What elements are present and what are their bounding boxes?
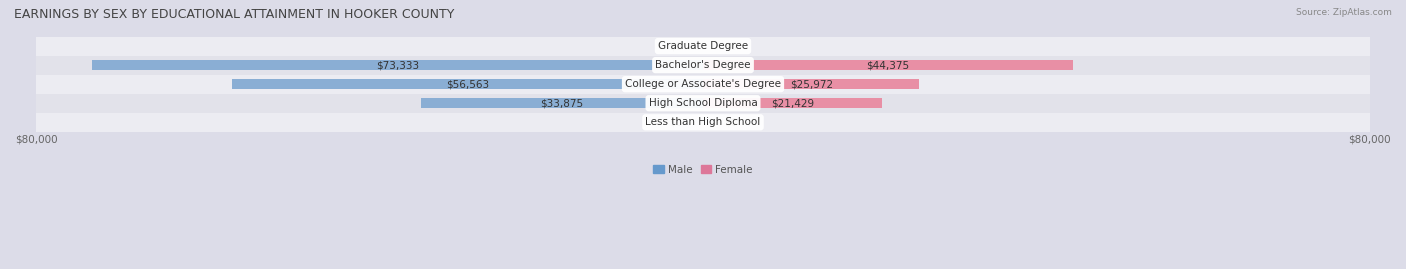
Bar [37, 56, 1369, 75]
Bar [91, 60, 703, 70]
Text: $21,429: $21,429 [770, 98, 814, 108]
Text: $56,563: $56,563 [446, 79, 489, 89]
Text: $0: $0 [724, 117, 737, 127]
Bar [703, 98, 882, 108]
Text: College or Associate's Degree: College or Associate's Degree [626, 79, 780, 89]
Text: Bachelor's Degree: Bachelor's Degree [655, 60, 751, 70]
Text: $0: $0 [724, 41, 737, 51]
Text: $44,375: $44,375 [866, 60, 910, 70]
Bar [37, 113, 1369, 132]
Bar [37, 75, 1369, 94]
Bar [420, 98, 703, 108]
Text: Source: ZipAtlas.com: Source: ZipAtlas.com [1296, 8, 1392, 17]
Bar [703, 79, 920, 89]
Text: EARNINGS BY SEX BY EDUCATIONAL ATTAINMENT IN HOOKER COUNTY: EARNINGS BY SEX BY EDUCATIONAL ATTAINMEN… [14, 8, 454, 21]
Bar [37, 94, 1369, 113]
Text: Less than High School: Less than High School [645, 117, 761, 127]
Text: High School Diploma: High School Diploma [648, 98, 758, 108]
Text: $0: $0 [669, 41, 682, 51]
Text: $73,333: $73,333 [375, 60, 419, 70]
Legend: Male, Female: Male, Female [650, 161, 756, 179]
Bar [232, 79, 703, 89]
Text: $0: $0 [669, 117, 682, 127]
Text: Graduate Degree: Graduate Degree [658, 41, 748, 51]
Text: $33,875: $33,875 [540, 98, 583, 108]
Text: $25,972: $25,972 [790, 79, 832, 89]
Bar [37, 37, 1369, 56]
Bar [703, 60, 1073, 70]
